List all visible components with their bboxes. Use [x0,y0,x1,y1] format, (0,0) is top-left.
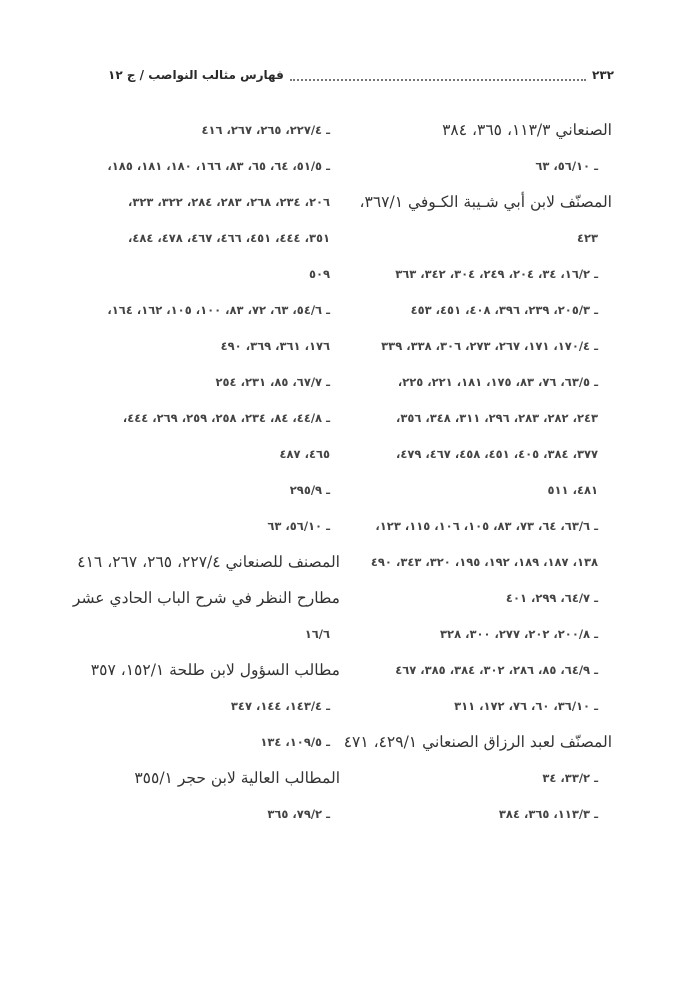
index-entry-pages: ـ ٦٤/٧، ٢٩٩، ٤٠١ [505,591,598,605]
index-entry-title: المصنف للصنعاني ٢٢٧/٤، ٢٦٥، ٢٦٧، ٤١٦ [77,553,340,571]
page-number: ٢٣٢ [592,68,614,82]
index-entry-pages: ـ ٥٦/١٠، ٦٣ [267,519,330,533]
index-entry-pages: ٣٧٧، ٣٨٤، ٤٠٥، ٤٥١، ٤٥٨، ٤٦٧، ٤٧٩، [395,447,598,461]
index-column-right: الصنعاني ١١٣/٣، ٣٦٥، ٣٨٤ ـ ٥٦/١٠، ٦٣ المصن… [343,112,613,832]
index-entry-pages: ـ ٣٦/١٠، ٦٠، ٧٦، ١٧٢، ٣١١ [454,699,598,713]
index-entry-pages: ـ ١٦/٢، ٣٤، ٢٠٤، ٢٤٩، ٣٠٤، ٣٤٢، ٣٦٣ [395,267,598,281]
index-entry-pages: ٣٥١، ٤٤٤، ٤٥١، ٤٦٦، ٤٦٧، ٤٧٨، ٤٨٤، [127,231,330,245]
index-entry-title: المطالب العالية لابن حجر ٣٥٥/١ [134,769,340,787]
index-entry-pages: ـ ٥١/٥، ٦٤، ٦٥، ٨٣، ١٦٦، ١٨٠، ١٨١، ١٨٥، [107,159,330,173]
index-entry-pages: ـ ٢٩٥/٩ [289,483,330,497]
index-entry-pages: ـ ٦٤/٩، ٨٥، ٢٨٦، ٣٠٢، ٣٨٤، ٣٨٥، ٤٦٧ [395,663,598,677]
running-header: ٢٣٢ فهارس مثالب النواصب / ج ١٢ [108,62,614,88]
index-entry-pages: ٢٤٣، ٢٨٢، ٢٨٣، ٢٩٦، ٣١١، ٣٤٨، ٣٥٦، [395,411,598,425]
index-entry-pages: ١٣٨، ١٨٧، ١٨٩، ١٩٢، ١٩٥، ٣٢٠، ٣٤٣، ٤٩٠ [370,555,598,569]
index-entry-title: مطارح النظر في شرح الباب الحادي عشر [72,589,340,607]
index-entry-pages: ـ ٢٢٧/٤، ٢٦٥، ٢٦٧، ٤١٦ [201,123,330,137]
index-entry-pages: ٤٢٣ [576,231,598,245]
dotted-leader [289,69,587,81]
index-entry-pages: ـ ١٠٩/٥، ١٣٤ [260,735,330,749]
index-entry-title: المصنّف لعبد الرزاق الصنعاني ٤٢٩/١، ٤٧١ [343,733,612,751]
index-entry-pages: ـ ١١٣/٣، ٣٦٥، ٣٨٤ [498,807,598,821]
index-entry-title: الصنعاني ١١٣/٣، ٣٦٥، ٣٨٤ [442,121,612,139]
index-entry-pages: ـ ٧٩/٢، ٣٦٥ [267,807,330,821]
index-entry-pages: ٢٠٦، ٢٣٤، ٢٦٨، ٢٨٣، ٢٨٤، ٣٢٢، ٣٢٣، [127,195,330,209]
index-entry-pages: ١٦/٦ [304,627,330,641]
index-column-left: ـ ٢٢٧/٤، ٢٦٥، ٢٦٧، ٤١٦ ـ ٥١/٥، ٦٤، ٦٥، ٨٣… [72,112,340,832]
index-entry-pages: ـ ٢٠٥/٣، ٢٣٩، ٣٩٦، ٤٠٨، ٤٥١، ٤٥٣ [410,303,598,317]
running-title: فهارس مثالب النواصب / ج ١٢ [108,68,284,82]
index-entry-pages: ـ ٦٣/٦، ٦٤، ٧٣، ٨٣، ١٠٥، ١٠٦، ١١٥، ١٢٣، [375,519,598,533]
index-entry-pages: ـ ٢٠٠/٨، ٢٠٢، ٢٧٧، ٣٠٠، ٣٢٨ [440,627,598,641]
index-entry-pages: ٥٠٩ [308,267,330,281]
index-entry-title: المصنّف لابن أبي شـيبة الكـوفي ٣٦٧/١، [359,193,613,211]
index-entry-pages: ٤٦٥، ٤٨٧ [279,447,331,461]
index-entry-pages: ـ ٦٧/٧، ٨٥، ٢٣١، ٢٥٤ [215,375,331,389]
index-entry-title: مطالب السؤول لابن طلحة ١٥٢/١، ٣٥٧ [90,661,340,679]
index-entry-pages: ـ ٤٤/٨، ٨٤، ٢٣٤، ٢٥٨، ٢٥٩، ٢٦٩، ٤٤٤، [122,411,330,425]
index-entry-pages: ـ ٦٣/٥، ٧٦، ٨٣، ١٧٥، ١٨١، ٢٢١، ٢٢٥، [397,375,598,389]
index-entry-pages: ـ ١٧٠/٤، ١٧١، ٢٦٧، ٢٧٣، ٣٠٦، ٣٣٨، ٣٣٩ [381,339,598,353]
index-entry-pages: ـ ٣٣/٢، ٣٤ [542,771,598,785]
index-entry-pages: ـ ١٤٣/٤، ١٤٤، ٣٤٧ [230,699,330,713]
index-entry-pages: ـ ٥٤/٦، ٦٣، ٧٢، ٨٣، ١٠٠، ١٠٥، ١٦٢، ١٦٤، [107,303,330,317]
index-entry-pages: ١٧٦، ٣٦١، ٣٦٩، ٤٩٠ [220,339,330,353]
index-entry-pages: ٤٨١، ٥١١ [547,483,599,497]
index-entry-pages: ـ ٥٦/١٠، ٦٣ [535,159,598,173]
